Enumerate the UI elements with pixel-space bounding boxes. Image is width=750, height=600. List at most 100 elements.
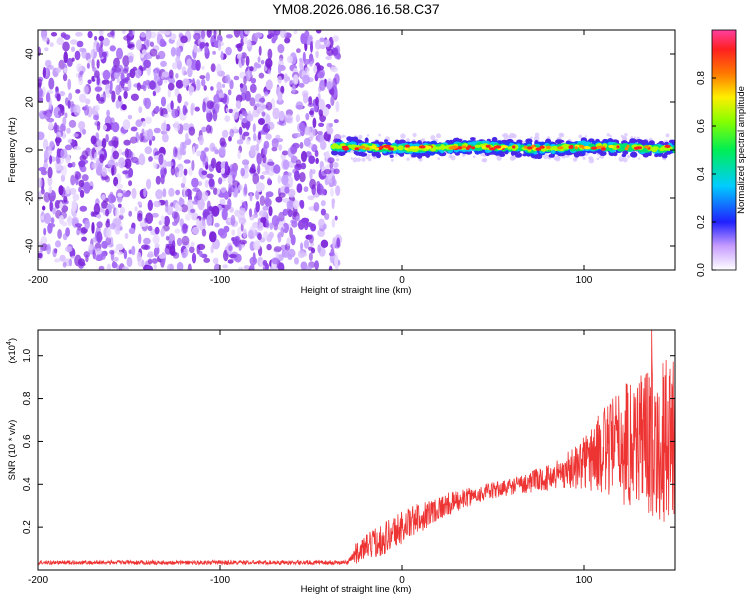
spec-noise-blob bbox=[138, 106, 143, 114]
spec-noise-blob bbox=[152, 162, 158, 169]
colorbar-tick-label: 0.2 bbox=[696, 215, 707, 229]
spec-noise-blob bbox=[138, 233, 142, 245]
snr-ylabel: SNR (10 * v/v) bbox=[7, 420, 18, 481]
spec-noise-blob bbox=[139, 66, 147, 71]
spec-band-peak bbox=[624, 147, 629, 151]
spec-noise-blob bbox=[56, 148, 61, 158]
spec-noise-blob bbox=[277, 43, 285, 54]
spec-noise-blob bbox=[137, 212, 143, 222]
spec-noise-blob bbox=[256, 224, 264, 231]
spec-noise-blob bbox=[330, 188, 334, 197]
spec-noise-blob bbox=[206, 214, 213, 227]
spec-noise-blob bbox=[225, 107, 229, 113]
spec-noise-blob bbox=[243, 265, 250, 270]
spec-band-halo bbox=[534, 137, 537, 140]
spec-noise-blob bbox=[69, 187, 77, 195]
spec-noise-blob bbox=[276, 98, 284, 105]
spec-band-halo bbox=[412, 132, 417, 138]
spec-band-peak bbox=[488, 147, 496, 151]
spec-band-mark bbox=[650, 147, 656, 151]
spec-noise-blob bbox=[43, 212, 52, 224]
spec-noise-blob bbox=[183, 168, 188, 176]
spec-noise-blob bbox=[147, 199, 153, 211]
spec-noise-blob bbox=[47, 65, 54, 70]
spec-noise-blob bbox=[155, 175, 161, 185]
spec-noise-blob bbox=[303, 186, 309, 193]
spec-noise-blob bbox=[234, 209, 240, 217]
spec-noise-blob bbox=[143, 187, 147, 198]
spec-noise-blob bbox=[91, 58, 95, 70]
spec-noise-blob bbox=[263, 91, 269, 97]
spec-noise-blob bbox=[317, 71, 325, 79]
spec-noise-blob bbox=[265, 114, 271, 125]
spec-band-peak bbox=[494, 145, 502, 149]
spec-noise-blob bbox=[63, 195, 68, 203]
spec-noise-blob bbox=[175, 55, 181, 64]
snr-yscale-text: (x10 bbox=[7, 345, 18, 363]
spec-noise-blob bbox=[141, 128, 145, 134]
spec-noise-blob bbox=[262, 205, 270, 211]
spec-noise-blob bbox=[238, 242, 242, 252]
spec-band-halo bbox=[400, 133, 406, 139]
snr-frame bbox=[37, 329, 676, 571]
spec-noise-blob bbox=[278, 65, 285, 70]
spec-noise-blob bbox=[323, 169, 332, 175]
spec-noise-blob bbox=[307, 77, 314, 83]
spec-noise-blob bbox=[72, 133, 79, 138]
spec-noise-blob bbox=[68, 119, 77, 128]
spec-noise-blob bbox=[192, 146, 196, 155]
spec-noise-blob bbox=[90, 49, 94, 58]
spec-noise-blob bbox=[261, 171, 270, 175]
spec-noise-blob bbox=[300, 162, 307, 170]
spec-noise-blob bbox=[96, 163, 103, 176]
spec-noise-blob bbox=[191, 177, 199, 188]
spec-noise-blob bbox=[307, 195, 315, 201]
spec-noise-blob bbox=[78, 76, 84, 86]
spec-noise-blob bbox=[49, 140, 55, 148]
spec-noise-blob bbox=[299, 122, 305, 131]
spec-noise-blob bbox=[201, 65, 205, 70]
spec-band-peak bbox=[644, 145, 650, 149]
spec-noise-blob bbox=[206, 200, 211, 211]
spec-noise-blob bbox=[193, 32, 201, 41]
spec-noise-blob bbox=[105, 134, 109, 143]
spec-noise-blob bbox=[176, 261, 184, 270]
spec-band-peak bbox=[341, 145, 349, 149]
spec-noise-blob bbox=[101, 51, 107, 58]
spec-noise-blob bbox=[194, 106, 200, 112]
spec-band-halo bbox=[609, 134, 612, 138]
spec-noise-blob bbox=[55, 67, 62, 73]
spec-noise-blob bbox=[249, 83, 257, 93]
spec-noise-blob bbox=[282, 222, 289, 234]
spec-band-halo bbox=[481, 158, 486, 162]
spec-noise-blob bbox=[77, 258, 86, 267]
snr-series-line bbox=[38, 330, 675, 566]
spec-noise-blob bbox=[175, 79, 184, 89]
spec-noise-blob bbox=[317, 244, 322, 254]
spec-noise-blob bbox=[312, 169, 316, 175]
spec-band-mark bbox=[420, 152, 426, 157]
spec-noise-blob bbox=[147, 251, 154, 257]
spec-noise-blob bbox=[144, 146, 153, 155]
spec-noise-blob bbox=[277, 120, 285, 125]
spec-noise-blob bbox=[245, 55, 250, 67]
spec-band-halo bbox=[560, 132, 565, 138]
spec-noise-blob bbox=[254, 32, 263, 38]
spec-noise-blob bbox=[186, 58, 192, 68]
spec-noise-blob bbox=[90, 135, 97, 145]
spec-noise-blob bbox=[115, 99, 121, 109]
spec-noise-blob bbox=[115, 243, 124, 251]
spec-noise-blob bbox=[308, 96, 313, 106]
spec-noise-blob bbox=[117, 203, 122, 208]
spec-band-halo bbox=[437, 157, 441, 161]
spec-noise-blob bbox=[137, 201, 142, 207]
spec-noise-blob bbox=[198, 135, 204, 146]
spec-noise-blob bbox=[100, 40, 104, 48]
spec-band-halo bbox=[509, 155, 515, 161]
spec-noise-blob bbox=[50, 217, 55, 224]
spec-noise-blob bbox=[38, 177, 43, 189]
spec-noise-blob bbox=[111, 261, 118, 269]
spec-band-mark bbox=[389, 154, 394, 158]
spec-noise-blob bbox=[281, 250, 290, 258]
spec-noise-blob bbox=[255, 189, 260, 200]
